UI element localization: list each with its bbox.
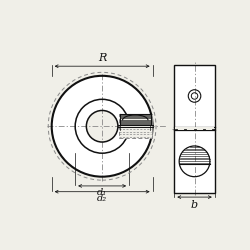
Text: d₁: d₁ [97,188,107,197]
Bar [174,65,215,193]
Text: R: R [98,53,106,63]
Text: d₂: d₂ [97,194,107,203]
Circle shape [86,110,118,142]
Bar [175,127,214,130]
Text: b: b [191,200,198,209]
Bar [174,65,215,193]
Circle shape [52,76,152,177]
Bar [119,114,152,138]
